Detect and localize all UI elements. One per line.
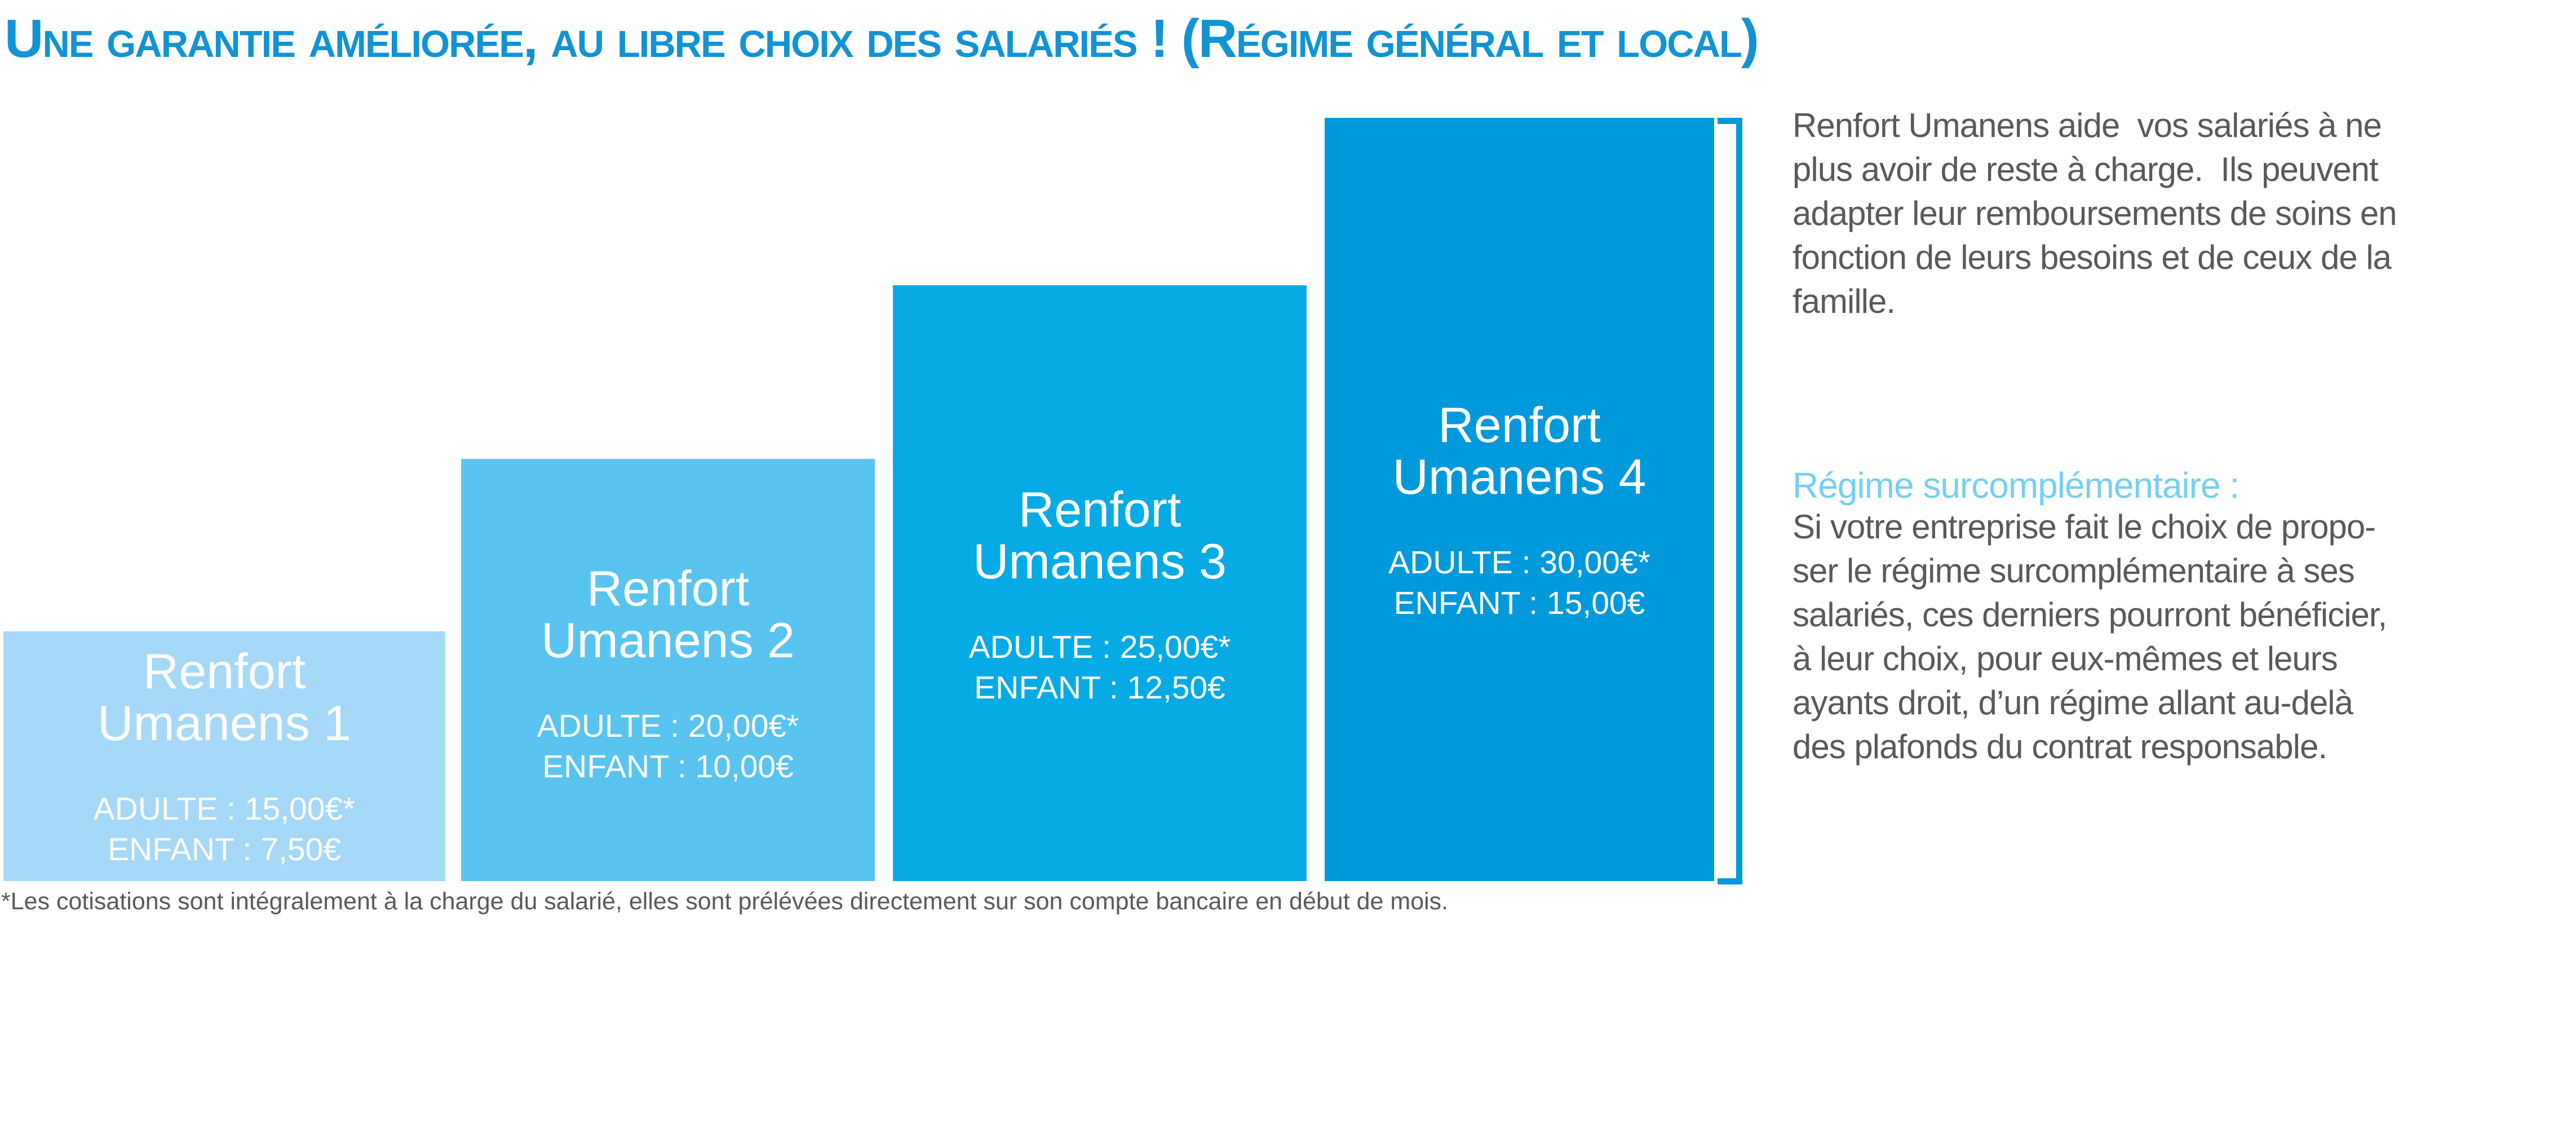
bar-renfort-umanens-4: Renfort Umanens 4 ADULTE : 30,00€* ENFAN… — [1325, 118, 1714, 881]
bar-4-prices: ADULTE : 30,00€* ENFANT : 15,00€ — [1388, 545, 1650, 621]
footnote: *Les cotisations sont intégralement à la… — [1, 888, 1449, 915]
bar-3-title: Renfort Umanens 3 — [972, 481, 1227, 589]
bar-renfort-umanens-2: Renfort Umanens 2 ADULTE : 20,00€* ENFAN… — [461, 459, 875, 881]
bar-1-title: Renfort Umanens 1 — [97, 643, 351, 751]
aside-body-paragraph: Si votre entreprise fait le choix de pro… — [1792, 508, 2387, 766]
page-title: Une garantie améliorée, au libre choix d… — [5, 8, 1759, 69]
bar-renfort-umanens-3: Renfort Umanens 3 ADULTE : 25,00€* ENFAN… — [893, 285, 1307, 881]
bar-2-title: Renfort Umanens 2 — [541, 560, 795, 668]
bar-renfort-umanens-1: Renfort Umanens 1 ADULTE : 15,00€* ENFAN… — [3, 631, 445, 881]
bar-3-prices: ADULTE : 25,00€* ENFANT : 12,50€ — [968, 629, 1231, 706]
bar-2-prices: ADULTE : 20,00€* ENFANT : 10,00€ — [537, 708, 799, 785]
aside-intro-paragraph: Renfort Umanens aide vos salariés à ne p… — [1792, 107, 2397, 320]
bar-4-title: Renfort Umanens 4 — [1392, 397, 1646, 505]
bar-1-prices: ADULTE : 15,00€* ENFANT : 7,50€ — [93, 791, 356, 868]
aside-subheading: Régime surcomplémentaire : — [1792, 465, 2239, 506]
bracket — [1718, 118, 1742, 884]
